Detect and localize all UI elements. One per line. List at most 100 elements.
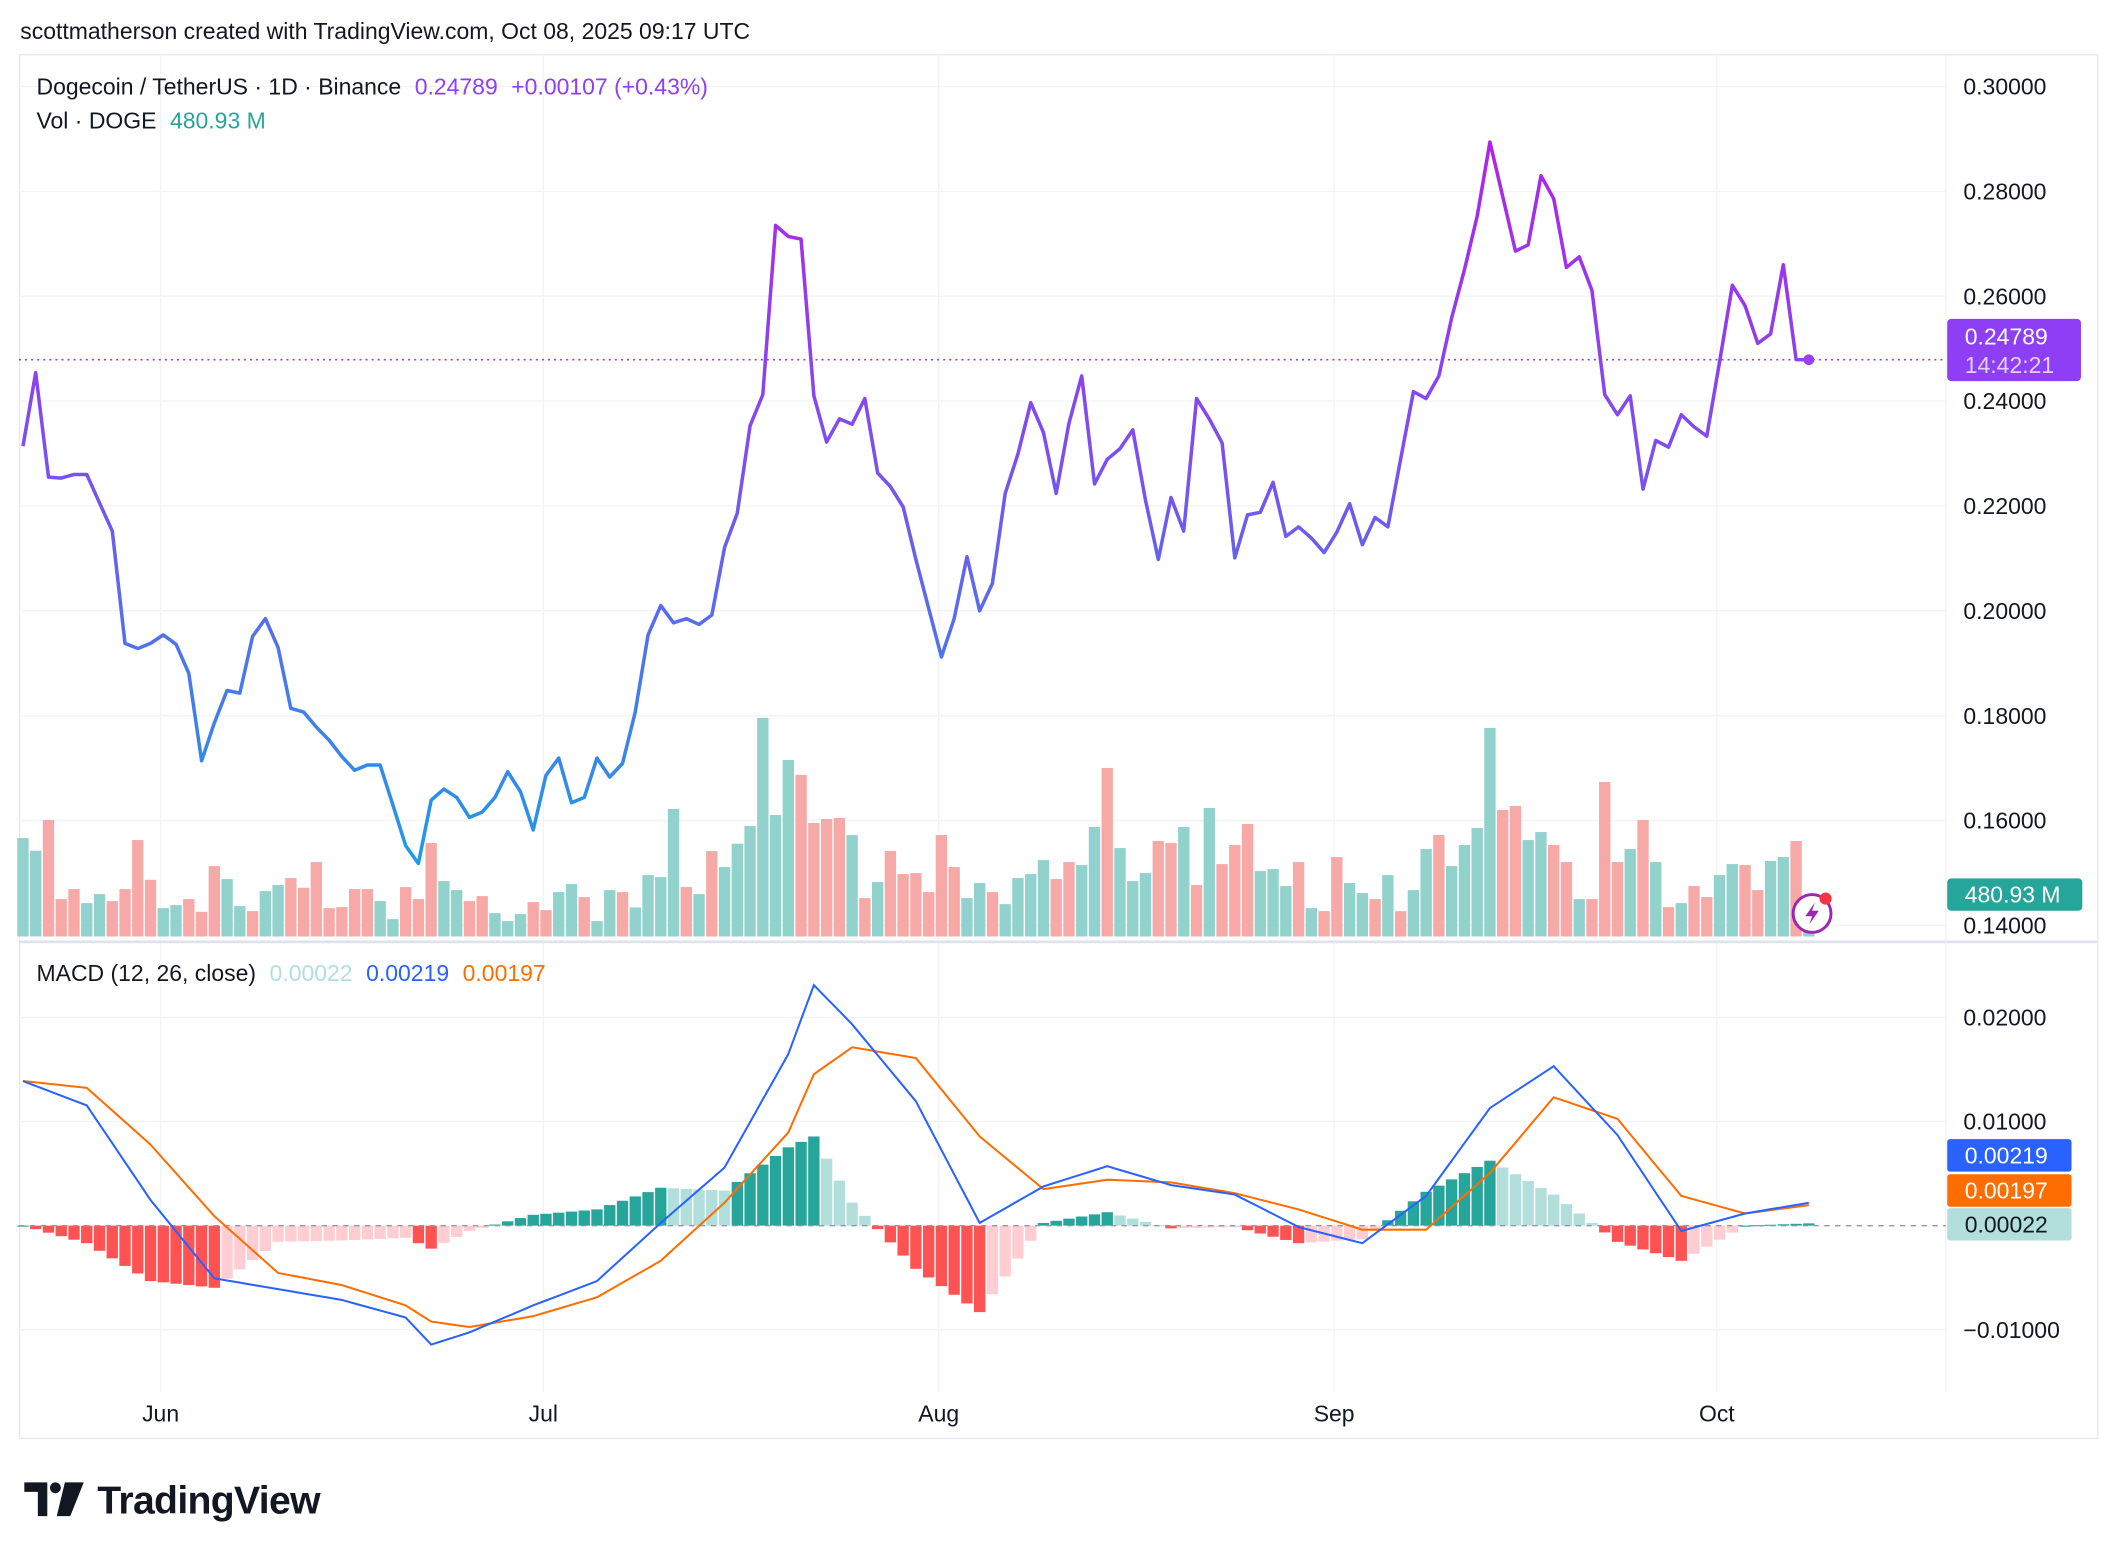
volume-bar xyxy=(1662,907,1675,937)
macd-histogram-bar xyxy=(81,1225,93,1244)
macd-badge-value: 0.00219 xyxy=(1965,1142,2048,1168)
symbol-title: Dogecoin / TetherUS · 1D · Binance xyxy=(36,74,401,100)
macd-histogram-bar xyxy=(1190,1225,1203,1228)
volume-bar xyxy=(527,902,539,937)
volume-bar xyxy=(412,899,425,937)
volume-bar xyxy=(1484,727,1496,937)
symbol-legend[interactable]: Dogecoin / TetherUS · 1D · Binance 0.2478… xyxy=(36,74,707,134)
price-tick-label: 0.24000 xyxy=(1963,388,2046,414)
macd-histogram-bar xyxy=(1713,1225,1726,1240)
macd-histogram-bar xyxy=(374,1225,386,1239)
volume-bar xyxy=(922,892,935,937)
price-axis[interactable]: 0.30000 0.28000 0.26000 0.24000 0.22000 0.200… xyxy=(1963,74,2046,939)
price-tick-label: 0.30000 xyxy=(1963,74,2046,100)
macd-histogram-bar xyxy=(259,1225,272,1251)
price-badge-countdown: 14:42:21 xyxy=(1965,352,2054,378)
volume-bar xyxy=(1548,845,1560,937)
time-axis[interactable]: Jun Jul Aug Sep Oct xyxy=(142,1401,1735,1427)
volume-bar xyxy=(93,894,106,937)
price-badge: 0.24789 14:42:21 xyxy=(1947,318,2081,382)
volume-bar xyxy=(744,826,756,937)
price-tick-label: 0.28000 xyxy=(1963,178,2046,204)
volume-bar xyxy=(1688,886,1700,937)
volume-bar xyxy=(935,835,948,937)
volume-bar xyxy=(144,879,157,937)
brand-name: TradingView xyxy=(97,1479,321,1522)
macd-legend[interactable]: MACD (12, 26, close) 0.00022 0.00219 0.0019… xyxy=(36,960,545,986)
last-price-dot xyxy=(1803,354,1815,366)
macd-histogram-bar xyxy=(655,1187,667,1226)
macd-tick-label: 0.02000 xyxy=(1963,1005,2046,1031)
macd-histogram-bar xyxy=(1509,1174,1522,1226)
volume-bar xyxy=(693,894,705,937)
macd-histogram-bar xyxy=(1637,1225,1649,1250)
volume-bar xyxy=(1292,862,1305,937)
macd-histogram-bar xyxy=(986,1225,999,1295)
volume-bar xyxy=(718,867,731,937)
macd-histogram-bar xyxy=(183,1225,195,1286)
macd-histogram-bar xyxy=(42,1225,55,1233)
price-tick-label: 0.20000 xyxy=(1963,598,2046,624)
svg-text:Dogecoin / TetherUS · 1D · Bin: Dogecoin / TetherUS · 1D · Binance 0.2478… xyxy=(36,74,707,100)
volume-bar xyxy=(884,851,897,937)
volume-bar xyxy=(489,913,501,937)
volume-bar xyxy=(1394,911,1407,937)
macd-histogram-bar xyxy=(629,1196,641,1226)
volume-bar xyxy=(1318,911,1330,937)
volume-bar xyxy=(1535,832,1547,937)
macd-histogram-bar xyxy=(514,1218,527,1226)
tradingview-logo[interactable]: TradingView xyxy=(24,1479,322,1522)
volume-bar xyxy=(795,774,807,937)
macd-histogram-bar xyxy=(1458,1173,1471,1226)
macd-histogram-bar xyxy=(1267,1225,1279,1237)
volume-bar xyxy=(1152,841,1164,937)
volume-bar xyxy=(1280,886,1292,937)
volume-bar xyxy=(1573,899,1585,937)
volume-bar xyxy=(540,910,552,937)
volume-bar xyxy=(667,809,680,937)
macd-histogram-bar xyxy=(604,1205,616,1226)
macd-histogram-bar xyxy=(68,1225,80,1240)
volume-bar xyxy=(820,819,833,937)
time-tick-label: Aug xyxy=(918,1401,959,1427)
volume-bar xyxy=(463,901,476,937)
macd-histogram-bar xyxy=(1127,1218,1139,1226)
volume-bar xyxy=(999,904,1011,937)
macd-legend-signal: 0.00197 xyxy=(463,960,546,986)
signal-badge-value: 0.00197 xyxy=(1965,1178,2048,1204)
volume-bar xyxy=(1190,885,1203,937)
time-tick-label: Oct xyxy=(1699,1401,1735,1427)
volume-bar xyxy=(1203,808,1215,937)
macd-histogram-bar xyxy=(234,1225,246,1270)
volume-legend-label: Vol · DOGE xyxy=(36,107,156,133)
macd-histogram-bar xyxy=(1522,1181,1534,1226)
macd-histogram-bar xyxy=(55,1225,67,1237)
volume-bar xyxy=(502,921,514,937)
volume-bar xyxy=(680,887,692,937)
macd-histogram-bar xyxy=(310,1225,323,1242)
volume-bar xyxy=(1650,862,1662,937)
volume-bar xyxy=(1012,878,1024,937)
macd-axis[interactable]: 0.02000 0.01000 −0.01000 xyxy=(1963,1005,2059,1343)
volume-bar xyxy=(1560,862,1573,937)
macd-histogram-bar xyxy=(680,1188,692,1226)
tradingview-logo-icon xyxy=(24,1482,84,1517)
volume-bar xyxy=(1586,899,1598,937)
volume-bar xyxy=(208,866,220,937)
macd-histogram-bar xyxy=(1497,1167,1509,1226)
price-tick-label: 0.16000 xyxy=(1963,808,2046,834)
volume-bar xyxy=(578,897,590,937)
lightning-alert-icon[interactable] xyxy=(1791,892,1833,934)
macd-histogram-bar xyxy=(1063,1218,1075,1226)
time-tick-label: Sep xyxy=(1314,1401,1355,1427)
macd-histogram-bar xyxy=(1599,1225,1611,1233)
macd-line xyxy=(22,983,1809,1346)
macd-histogram-bar xyxy=(463,1225,476,1232)
macd-histogram-bar xyxy=(935,1225,948,1287)
volume-bar xyxy=(629,907,641,937)
macd-histogram-bar xyxy=(157,1225,169,1283)
macd-histogram-bar xyxy=(565,1211,578,1226)
volume-bar xyxy=(871,882,884,937)
volume-bar xyxy=(1509,806,1522,937)
